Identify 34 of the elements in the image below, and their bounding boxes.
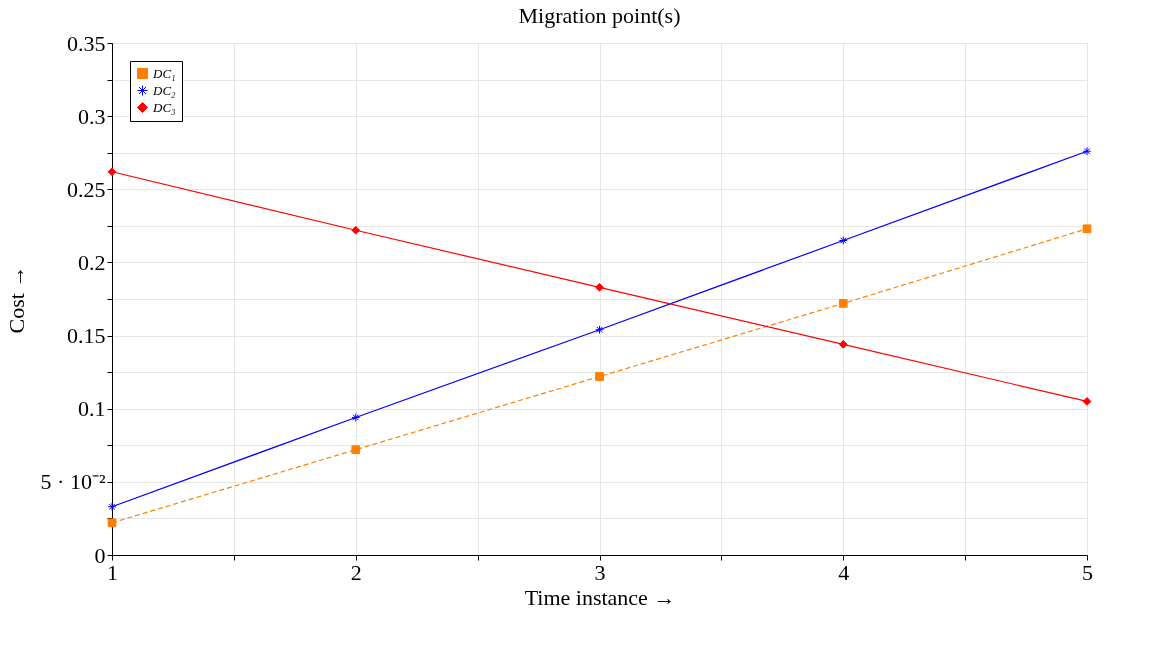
- y-tick-label: 0.15: [67, 323, 106, 349]
- point: [351, 413, 361, 422]
- x-axis-title: Time instance →: [524, 584, 676, 610]
- point: [595, 282, 604, 292]
- point: [107, 502, 117, 512]
- point: [838, 236, 848, 245]
- x-tick-label: 2: [350, 559, 362, 585]
- point: [595, 372, 604, 381]
- x-tick-label: 4: [838, 559, 850, 585]
- y-tick-label: 0.2: [78, 249, 106, 275]
- legend-label: DC₂: [152, 82, 177, 98]
- x-tick-label: 3: [594, 559, 606, 585]
- x-tick-label: 5: [1082, 559, 1093, 585]
- legend-label: DC₁: [152, 65, 176, 81]
- legend-label: DC₃: [152, 99, 176, 115]
- y-axis-title: Cost →: [3, 265, 29, 334]
- y-tick-label: 0.25: [67, 176, 106, 202]
- point: [838, 299, 848, 308]
- point: [838, 339, 848, 349]
- y-tick-label: 0: [94, 542, 106, 568]
- point: [1082, 397, 1092, 406]
- y-tick-label: 0.3: [78, 103, 106, 129]
- y-tick-label: 0.1: [78, 396, 106, 422]
- y-tick-label: 5 · 10⁻²: [40, 469, 106, 495]
- point: [107, 167, 117, 177]
- point: [595, 325, 604, 335]
- point: [351, 445, 361, 455]
- y-tick-label: 0.35: [67, 30, 106, 56]
- x-tick-label: 1: [107, 559, 118, 585]
- point: [1082, 146, 1092, 156]
- point: [1082, 224, 1092, 234]
- point: [351, 225, 361, 235]
- chart-title: Migration point(s): [518, 3, 681, 28]
- point: [107, 518, 117, 528]
